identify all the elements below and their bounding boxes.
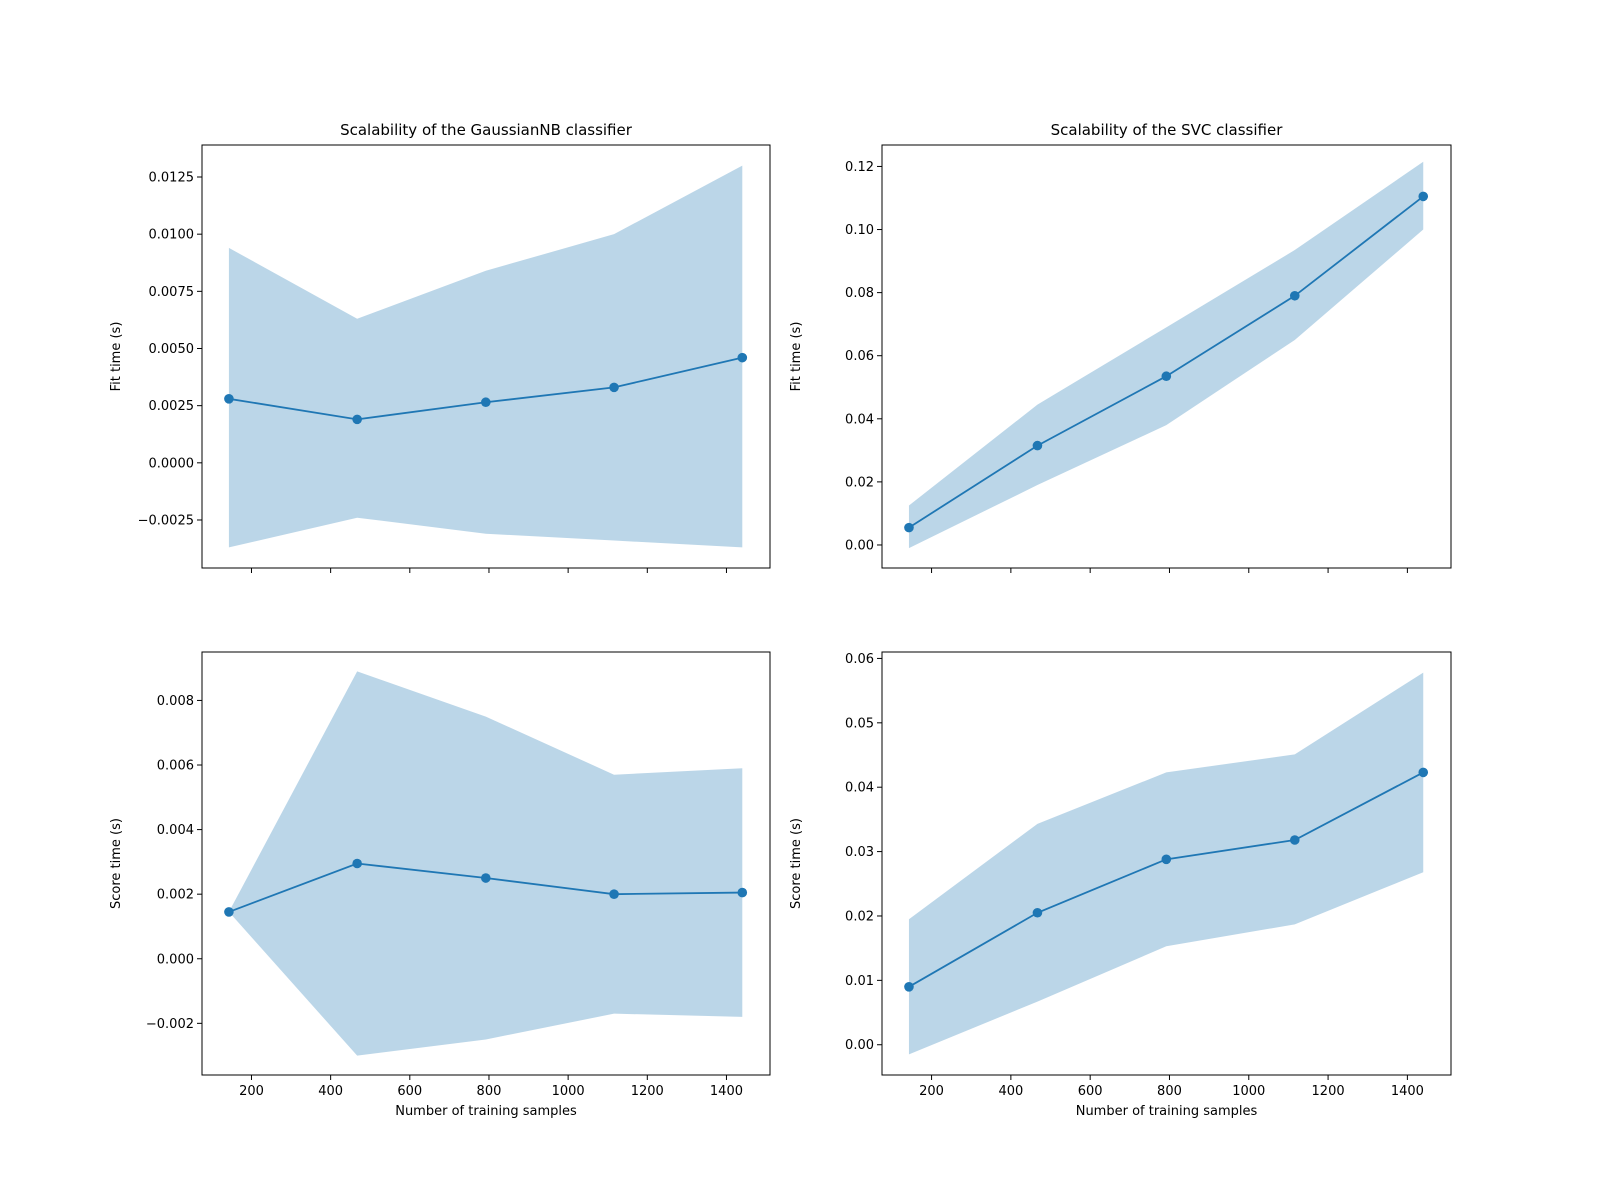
data-point (224, 907, 234, 917)
y-tick-label: 0.06 (845, 349, 874, 364)
x-tick-label: 400 (998, 1084, 1023, 1099)
x-tick-label: 800 (1157, 1084, 1182, 1099)
x-tick-label: 1200 (1312, 1084, 1345, 1099)
axes-frame (201, 144, 771, 569)
data-point (1418, 767, 1429, 778)
data-point (1032, 440, 1043, 451)
y-tick-label: 0.00 (845, 538, 874, 553)
x-tick-label: 200 (919, 1084, 944, 1099)
x-tick-label: 1400 (1391, 1084, 1424, 1099)
data-point (224, 394, 234, 404)
axes-frame (201, 651, 771, 1076)
y-tick-label: 0.004 (157, 823, 194, 838)
x-tick-label: 800 (477, 1084, 502, 1099)
data-point (1418, 191, 1429, 202)
y-tick-label: 0.04 (845, 412, 874, 427)
y-tick-label: 0.0100 (149, 228, 195, 243)
axes-frame (881, 144, 1452, 569)
data-point (1161, 854, 1172, 865)
axes-frame (881, 651, 1452, 1076)
data-point (481, 397, 491, 408)
std-band (228, 165, 743, 548)
x-tick-label: 1200 (631, 1084, 664, 1099)
y-tick-label: 0.05 (845, 716, 874, 731)
chart-title: Scalability of the SVC classifier (1051, 121, 1284, 139)
x-tick-label: 600 (1078, 1084, 1103, 1099)
data-point (609, 889, 619, 899)
y-tick-label: 0.02 (845, 909, 874, 924)
x-axis-label: Number of training samples (395, 1104, 577, 1119)
data-point (737, 352, 748, 363)
data-point (352, 414, 362, 425)
y-tick-label: 0.0125 (149, 171, 195, 186)
y-axis-label: Fit time (s) (109, 322, 124, 392)
data-point (352, 858, 362, 869)
panel-svc-fit-time: 0.00 0.02 0.04 0.06 0.08 0.10 0.12 Scalability… (789, 121, 1452, 573)
y-tick-label: 0.03 (845, 845, 874, 860)
data-point (481, 873, 491, 883)
panel-gaussiannb-score-time: 200 400 600 800 1000 1200 1400 −0.002 0.000 0.00… (109, 651, 771, 1119)
data-point (904, 981, 914, 992)
x-tick-label: 600 (397, 1084, 422, 1099)
x-tick-label: 400 (318, 1084, 343, 1099)
x-tick-label: 200 (239, 1084, 264, 1099)
y-axis-label: Fit time (s) (789, 322, 804, 392)
panel-gaussiannb-fit-time: −0.0025 0.0000 0.0025 0.0050 0.0075 0.0100 0.0… (109, 121, 771, 573)
y-tick-label: 0.02 (845, 475, 874, 490)
y-tick-label: 0.04 (845, 781, 874, 796)
data-point (609, 382, 619, 393)
y-axis-label: Score time (s) (109, 818, 124, 909)
y-tick-label: 0.002 (157, 888, 194, 903)
std-band (908, 161, 1424, 549)
y-tick-label: 0.0075 (149, 285, 195, 300)
y-tick-label: 0.006 (157, 759, 194, 774)
std-band (228, 671, 743, 1056)
y-tick-label: 0.12 (845, 160, 874, 175)
chart-title: Scalability of the GaussianNB classifier (340, 121, 633, 139)
x-tick-label: 1000 (1232, 1084, 1265, 1099)
x-tick-label: 1400 (710, 1084, 743, 1099)
y-axis-label: Score time (s) (789, 818, 804, 909)
y-tick-label: 0.0000 (149, 456, 195, 471)
x-tick-label: 1000 (552, 1084, 585, 1099)
y-tick-label: 0.008 (157, 694, 194, 709)
panel-svc-score-time: 200 400 600 800 1000 1200 1400 0.00 0.01 0.02 0.0… (789, 651, 1452, 1119)
data-point (1289, 835, 1300, 845)
data-point (1161, 371, 1172, 382)
data-point (737, 887, 748, 898)
y-tick-label: 0.0050 (149, 342, 195, 357)
y-tick-label: 0.10 (845, 223, 874, 238)
y-tick-label: 0.08 (845, 286, 874, 301)
x-axis-label: Number of training samples (1076, 1104, 1258, 1119)
y-tick-label: −0.002 (146, 1017, 194, 1032)
y-tick-label: 0.06 (845, 652, 874, 667)
data-point (1289, 290, 1300, 301)
data-point (904, 522, 914, 533)
y-tick-label: −0.0025 (138, 513, 194, 528)
y-tick-label: 0.0025 (149, 399, 195, 414)
y-tick-label: 0.000 (157, 952, 194, 967)
y-tick-label: 0.01 (845, 974, 874, 989)
data-point (1032, 907, 1043, 918)
y-tick-label: 0.00 (845, 1038, 874, 1053)
